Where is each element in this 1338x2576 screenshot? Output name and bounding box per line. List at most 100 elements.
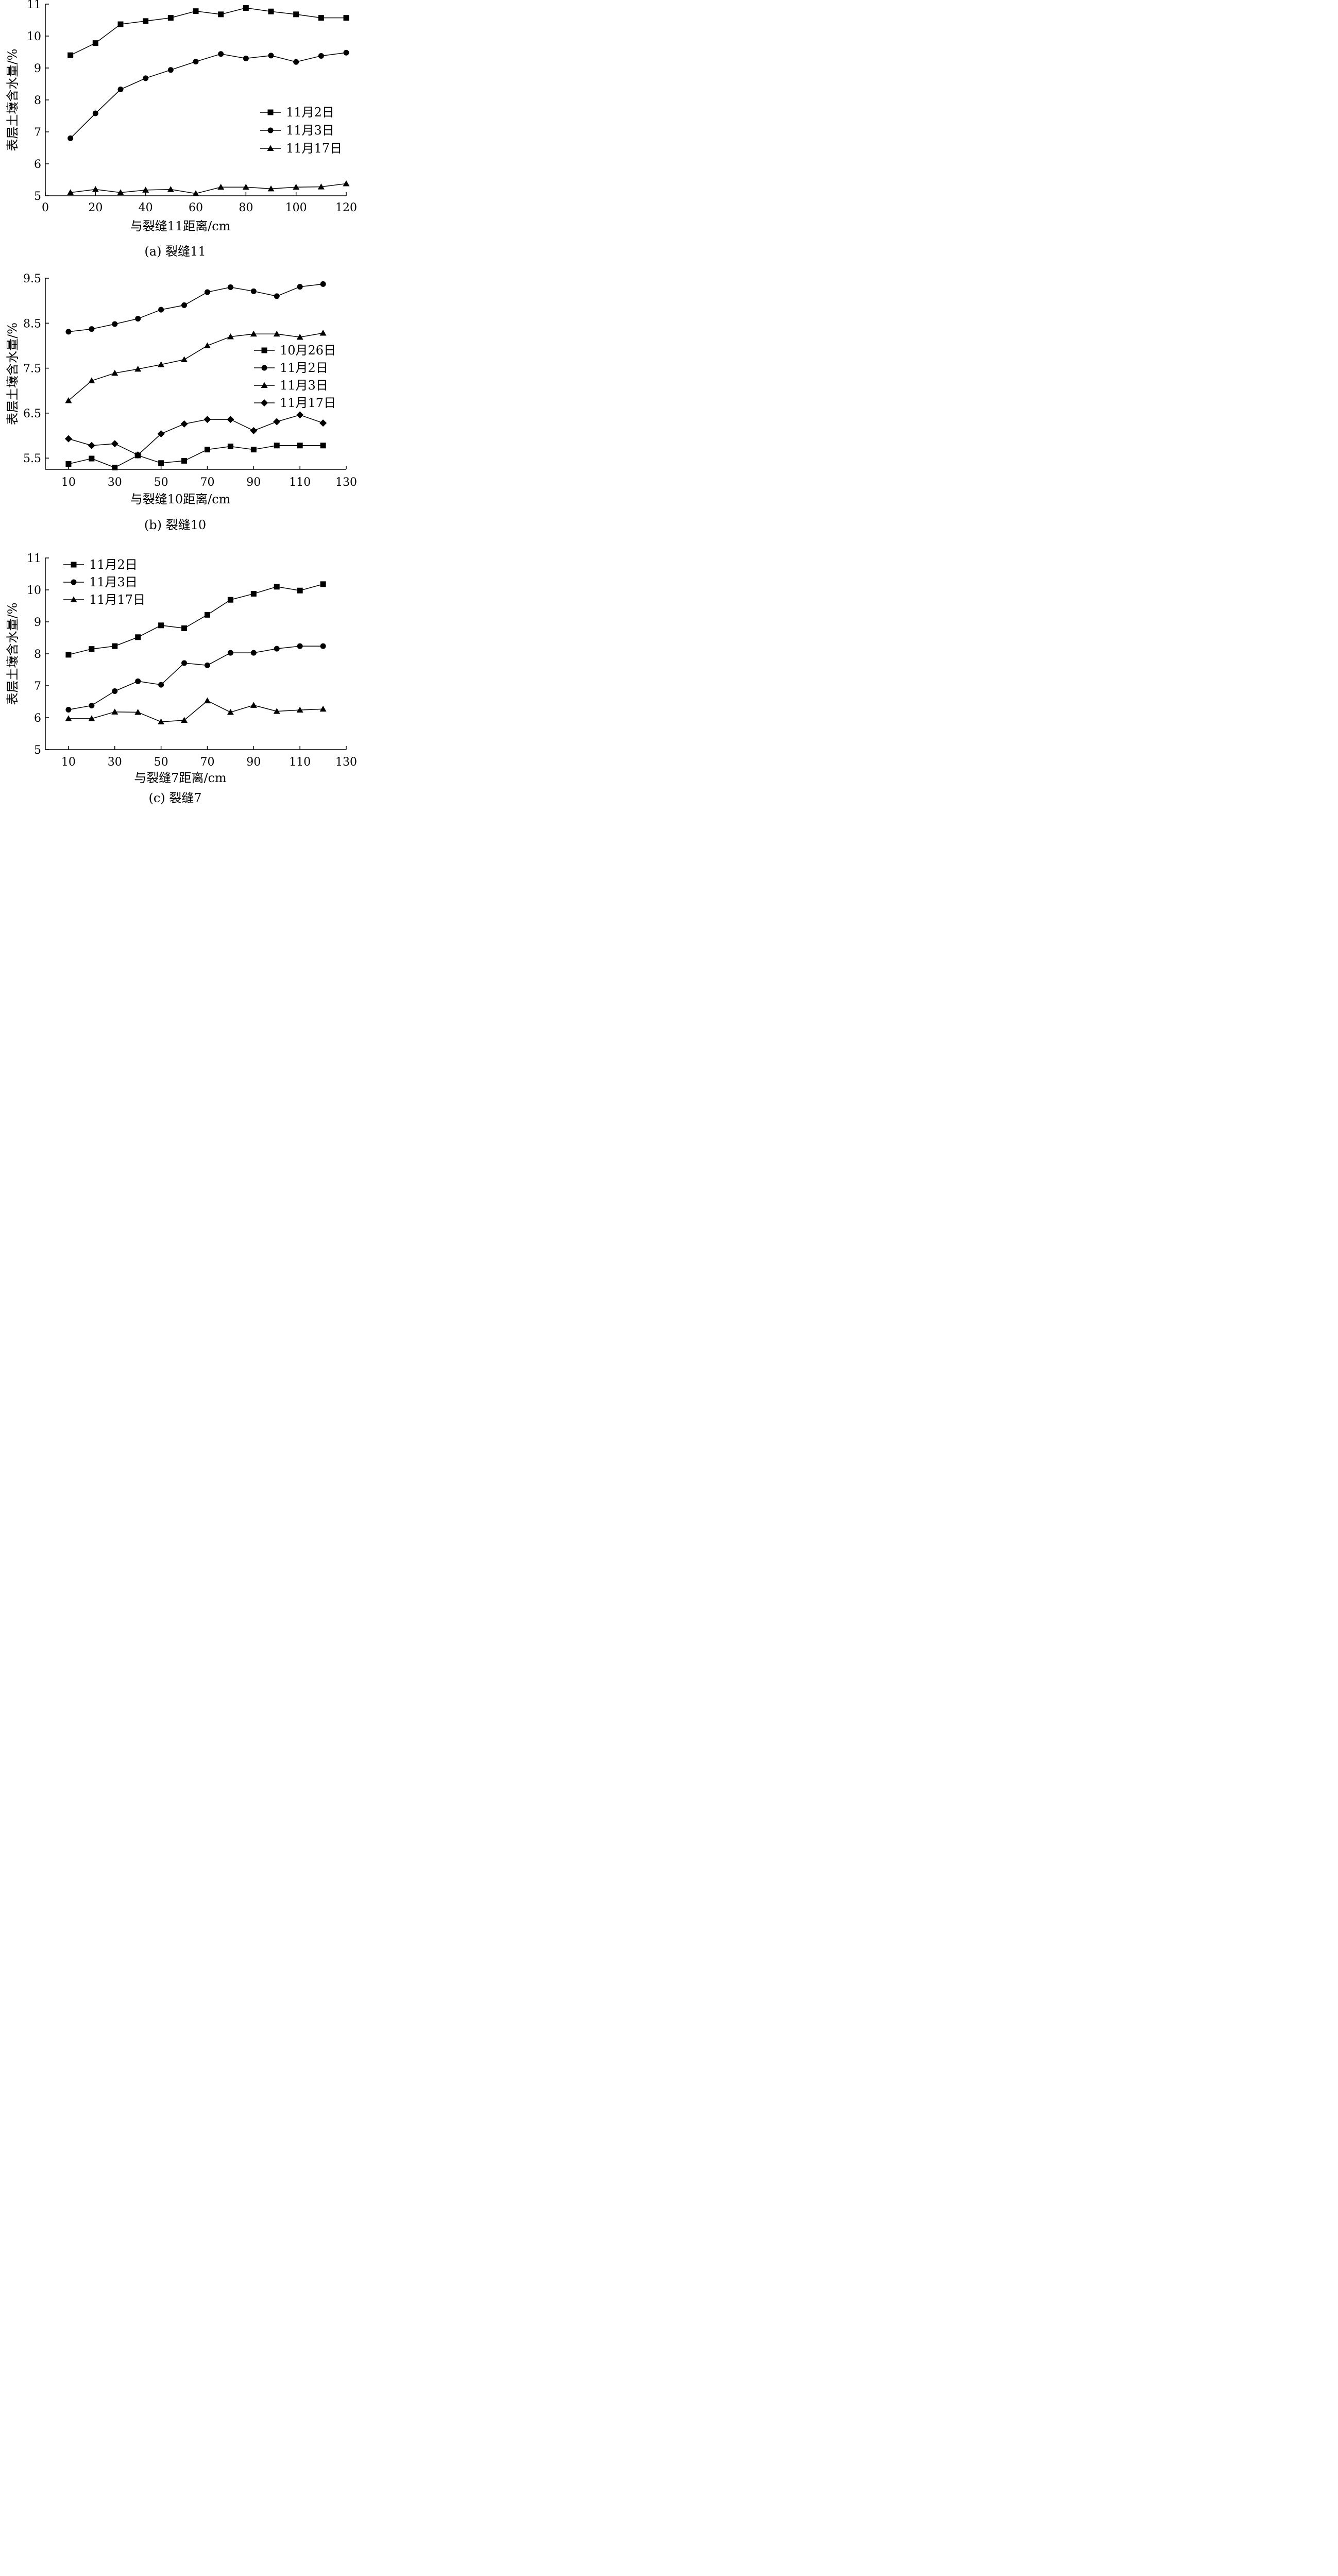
- data-point: [267, 185, 275, 192]
- x-tick-label: 60: [189, 201, 203, 214]
- legend-marker: [71, 579, 77, 585]
- legend-item: 11月3日: [254, 378, 328, 393]
- data-point: [250, 427, 258, 434]
- data-point: [343, 49, 349, 56]
- data-point: [158, 682, 164, 688]
- data-point: [343, 15, 349, 21]
- data-point: [204, 447, 210, 453]
- x-tick-label: 90: [246, 476, 261, 489]
- series-line: [68, 414, 324, 455]
- data-point: [158, 307, 164, 313]
- x-axis-label: 与裂缝10距离/cm: [130, 492, 231, 506]
- legend-item: 11月2日: [63, 557, 138, 572]
- x-tick-label: 70: [200, 476, 214, 489]
- data-point: [135, 678, 141, 684]
- y-tick-label: 10: [27, 584, 41, 597]
- series-3: [65, 329, 327, 403]
- series-1: [65, 443, 326, 471]
- legend-item: 11月17日: [260, 141, 342, 156]
- chart-panel-2: 10 30 50 70 90 110 130 5.5 6.5 7.5 8.5 9.5 与裂缝10距离/c…: [6, 273, 358, 532]
- x-tick-label: 30: [108, 476, 122, 489]
- y-axis-label: 表层土壤含水量/%: [6, 49, 20, 151]
- y-tick-label: 8.5: [23, 317, 41, 330]
- data-point: [89, 455, 95, 462]
- y-tick-label: 9: [34, 616, 41, 629]
- data-point: [273, 418, 281, 426]
- data-point: [343, 180, 350, 187]
- x-tick-label: 50: [154, 756, 168, 769]
- data-point: [227, 708, 234, 715]
- legend-marker: [261, 399, 268, 406]
- series-line: [68, 700, 324, 722]
- data-point: [297, 284, 303, 290]
- series-3: [65, 697, 327, 725]
- x-tick-label: 110: [289, 476, 311, 489]
- series-line: [68, 332, 324, 401]
- data-point: [180, 420, 188, 428]
- data-point: [273, 708, 280, 714]
- data-point: [67, 135, 74, 141]
- data-point: [134, 708, 142, 715]
- legend-marker: [267, 145, 274, 151]
- data-point: [112, 465, 118, 471]
- x-tick-label: 10: [61, 476, 76, 489]
- data-point: [135, 316, 141, 322]
- legend: 10月26日 11月2日 11月3日 11月17日: [254, 343, 336, 410]
- series-1: [67, 5, 349, 58]
- data-point: [274, 584, 280, 590]
- legend-label: 11月2日: [89, 557, 138, 572]
- data-point: [293, 183, 300, 190]
- x-tick-label: 50: [154, 476, 168, 489]
- data-point: [227, 416, 234, 423]
- y-tick-label: 11: [27, 552, 41, 565]
- y-tick-label: 8: [34, 648, 41, 661]
- data-point: [112, 321, 118, 327]
- legend-label: 11月3日: [286, 123, 334, 138]
- data-point: [319, 705, 327, 712]
- data-point: [89, 702, 95, 708]
- legend-label: 11月2日: [280, 361, 328, 375]
- x-tick-label: 130: [335, 476, 357, 489]
- legend-item: 11月3日: [63, 575, 138, 589]
- y-tick-label: 7.5: [23, 363, 41, 376]
- data-point: [64, 435, 72, 443]
- data-point: [250, 288, 257, 294]
- series-4: [64, 411, 327, 459]
- x-tick-label: 80: [239, 201, 253, 214]
- panel-caption: (b) 裂缝10: [144, 518, 206, 532]
- data-point: [181, 302, 188, 308]
- data-point: [158, 460, 164, 466]
- data-point: [112, 688, 118, 694]
- x-tick-label: 30: [108, 756, 122, 769]
- data-point: [227, 443, 233, 449]
- data-point: [243, 5, 249, 11]
- legend-label: 10月26日: [280, 343, 336, 358]
- data-point: [293, 11, 299, 18]
- data-point: [111, 708, 118, 715]
- data-point: [218, 51, 224, 57]
- legend-item: 10月26日: [254, 343, 336, 358]
- data-point: [88, 442, 95, 449]
- data-point: [112, 643, 118, 649]
- legend-item: 11月2日: [254, 361, 328, 375]
- panel-caption: (c) 裂缝7: [148, 791, 201, 805]
- legend-item: 11月2日: [260, 105, 334, 120]
- data-point: [297, 643, 303, 649]
- data-point: [320, 443, 326, 449]
- y-tick-label: 5: [34, 190, 41, 203]
- data-point: [250, 590, 257, 597]
- x-tick-label: 70: [200, 756, 214, 769]
- data-point: [181, 625, 188, 631]
- x-tick-label: 130: [335, 756, 357, 769]
- legend-label: 11月17日: [280, 396, 336, 410]
- data-point: [204, 612, 210, 618]
- data-point: [143, 75, 149, 81]
- data-point: [65, 329, 72, 335]
- y-tick-label: 9: [34, 62, 41, 75]
- series-2: [65, 643, 326, 713]
- series-line: [68, 584, 324, 655]
- data-point: [158, 718, 165, 725]
- data-point: [297, 443, 303, 449]
- data-point: [157, 430, 165, 438]
- legend-item: 11月3日: [260, 123, 334, 138]
